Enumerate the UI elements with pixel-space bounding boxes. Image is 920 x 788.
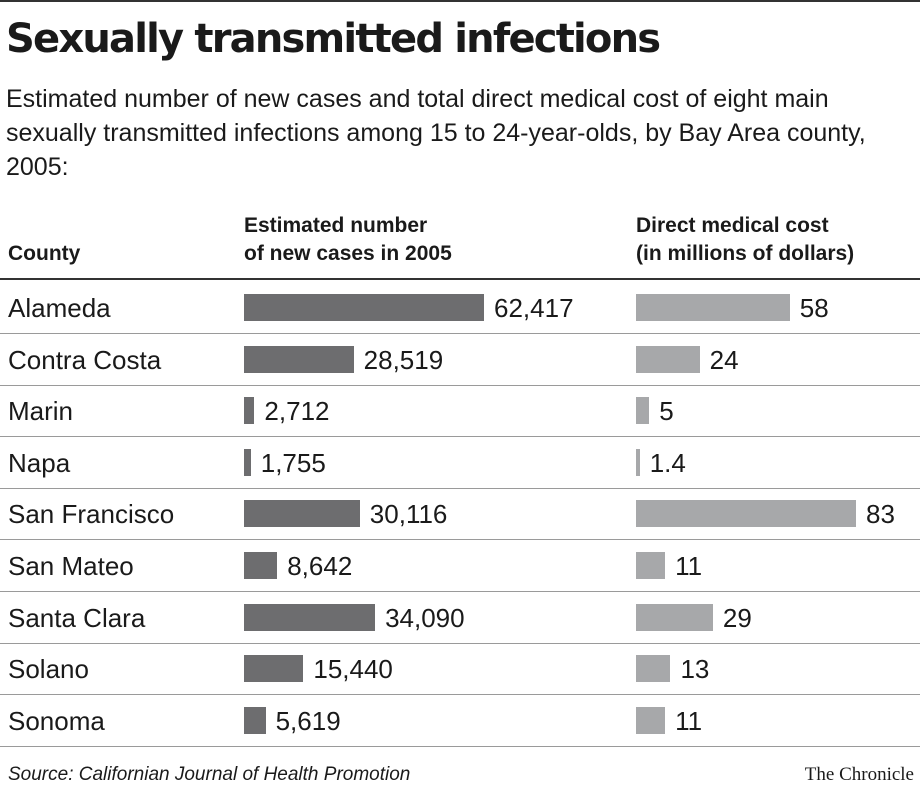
cases-value-label: 34,090 xyxy=(385,602,465,633)
cases-bar xyxy=(244,706,266,734)
cases-header-line-1: Estimated number xyxy=(244,214,428,237)
cost-bar xyxy=(636,397,650,425)
cases-value-label: 15,440 xyxy=(313,654,393,685)
county-label: Solano xyxy=(8,654,89,685)
cases-bar xyxy=(244,655,304,683)
county-column-header: County xyxy=(8,242,81,265)
cost-value-label: 13 xyxy=(680,654,710,685)
row-divider xyxy=(0,384,920,386)
cases-header-line-2: of new cases in 2005 xyxy=(244,242,452,265)
row-divider xyxy=(0,694,920,696)
row-divider xyxy=(0,333,920,334)
row-divider xyxy=(0,745,920,747)
table-row: Contra Costa 28,519 24 xyxy=(0,334,920,386)
county-label: San Francisco xyxy=(8,499,175,530)
row-divider xyxy=(0,591,920,592)
cases-bar xyxy=(244,552,278,579)
table-row: San Mateo 8,642 11 xyxy=(0,540,920,592)
cases-bar xyxy=(244,448,251,476)
cost-value-label: 83 xyxy=(866,499,895,530)
source-note: Source: Californian Journal of Health Pr… xyxy=(8,764,411,785)
county-label: San Mateo xyxy=(8,551,134,581)
cases-bar xyxy=(244,500,360,528)
cases-value-label: 8,642 xyxy=(287,551,353,581)
row-divider xyxy=(0,642,920,644)
cost-column-header: Direct medical cost (in millions of doll… xyxy=(636,212,854,268)
row-divider xyxy=(0,487,920,489)
cases-bar xyxy=(244,345,354,373)
cost-bar xyxy=(636,294,790,321)
cost-header-line-2: (in millions of dollars) xyxy=(636,242,855,265)
cost-bar xyxy=(636,552,666,579)
cases-bar xyxy=(244,603,376,631)
cases-bar xyxy=(244,294,484,321)
cases-value-label: 5,619 xyxy=(275,705,341,736)
chart-subtitle: Estimated number of new cases and total … xyxy=(6,85,866,181)
table-row: Alameda 62,417 58 xyxy=(0,282,920,334)
county-label: Marin xyxy=(8,396,74,427)
cost-bar xyxy=(636,448,640,476)
county-label: Alameda xyxy=(8,293,111,323)
cost-header-line-1: Direct medical cost xyxy=(636,214,829,237)
cases-value-label: 30,116 xyxy=(369,499,448,530)
county-label: Contra Costa xyxy=(8,344,162,375)
cost-value-label: 1.4 xyxy=(649,447,686,478)
table-row: Napa 1,755 1.4 xyxy=(0,437,920,489)
cost-value-label: 11 xyxy=(675,551,703,581)
cases-value-label: 28,519 xyxy=(363,344,444,375)
cost-value-label: 24 xyxy=(709,344,739,375)
cost-bar xyxy=(636,603,713,631)
row-divider xyxy=(0,539,920,541)
cases-column-header: Estimated number of new cases in 2005 xyxy=(244,212,452,268)
top-rule xyxy=(0,0,920,2)
cases-value-label: 1,755 xyxy=(260,447,326,478)
cost-value-label: 11 xyxy=(675,705,703,736)
publisher-credit: The Chronicle xyxy=(804,764,914,785)
cost-value-label: 58 xyxy=(799,293,829,323)
chart-title: Sexually transmitted infections xyxy=(6,16,661,62)
cases-value-label: 2,712 xyxy=(264,396,330,427)
table-row: Marin 2,712 5 xyxy=(0,385,920,438)
row-divider xyxy=(0,436,920,438)
cost-bar xyxy=(636,655,671,683)
cases-value-label: 62,417 xyxy=(494,293,574,323)
header-rule xyxy=(0,278,920,280)
county-label: Santa Clara xyxy=(8,602,146,633)
cost-value-label: 5 xyxy=(659,396,674,427)
table-row: Sonoma 5,619 11 xyxy=(0,695,920,747)
cost-bar xyxy=(636,345,700,373)
table-row: Solano 15,440 13 xyxy=(0,643,920,696)
cost-bar xyxy=(636,706,666,734)
cost-bar xyxy=(636,500,856,528)
table-row: San Francisco 30,116 83 xyxy=(0,488,920,541)
county-label: Napa xyxy=(8,447,71,478)
cases-bar xyxy=(244,397,255,425)
table-row: Santa Clara 34,090 29 xyxy=(0,592,920,644)
cost-value-label: 29 xyxy=(722,602,752,633)
county-label: Sonoma xyxy=(8,705,105,736)
